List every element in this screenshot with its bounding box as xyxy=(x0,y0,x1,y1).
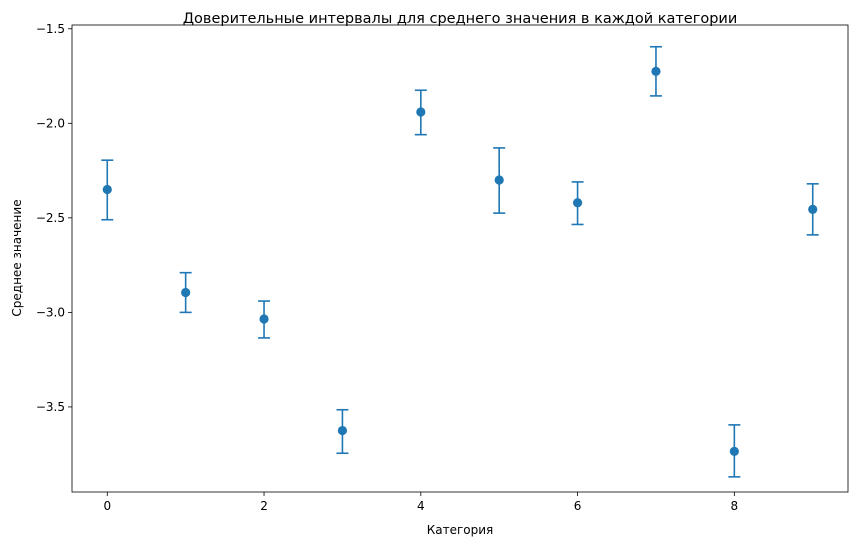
axes-frame xyxy=(71,24,849,493)
x-axis: 0 2 4 6 8 xyxy=(103,492,738,513)
mean-point-1 xyxy=(181,287,191,298)
plot-area xyxy=(101,45,819,478)
mean-point-8 xyxy=(729,446,739,456)
y-tick-label-4: −3.5 xyxy=(36,400,65,414)
mean-point-4 xyxy=(416,107,426,117)
x-tick-label-3: 6 xyxy=(574,499,582,513)
y-axis-label: Среднее значение xyxy=(10,199,24,316)
mean-point-5 xyxy=(494,175,504,185)
mean-point-9 xyxy=(808,204,818,214)
y-tick-label-0: −1.5 xyxy=(36,22,65,36)
x-axis-label: Категория xyxy=(427,523,494,537)
mean-point-0 xyxy=(102,184,112,195)
x-tick-label-0: 0 xyxy=(103,499,111,513)
y-tick-label-2: −2.5 xyxy=(36,211,65,225)
mean-point-7 xyxy=(651,66,661,76)
mean-point-2 xyxy=(259,314,269,324)
mean-point-6 xyxy=(572,198,583,208)
y-tick-label-1: −2.0 xyxy=(36,116,65,130)
x-tick-label-1: 2 xyxy=(260,499,268,513)
mean-point-3 xyxy=(337,425,348,436)
chart-title: Доверительные интервалы для среднего зна… xyxy=(183,11,738,27)
x-tick-label-2: 4 xyxy=(417,499,425,513)
x-tick-label-4: 8 xyxy=(731,499,739,513)
y-tick-label-3: −3.0 xyxy=(36,305,65,319)
y-axis: −1.5 −2.0 −2.5 −3.0 −3.5 xyxy=(36,22,72,414)
